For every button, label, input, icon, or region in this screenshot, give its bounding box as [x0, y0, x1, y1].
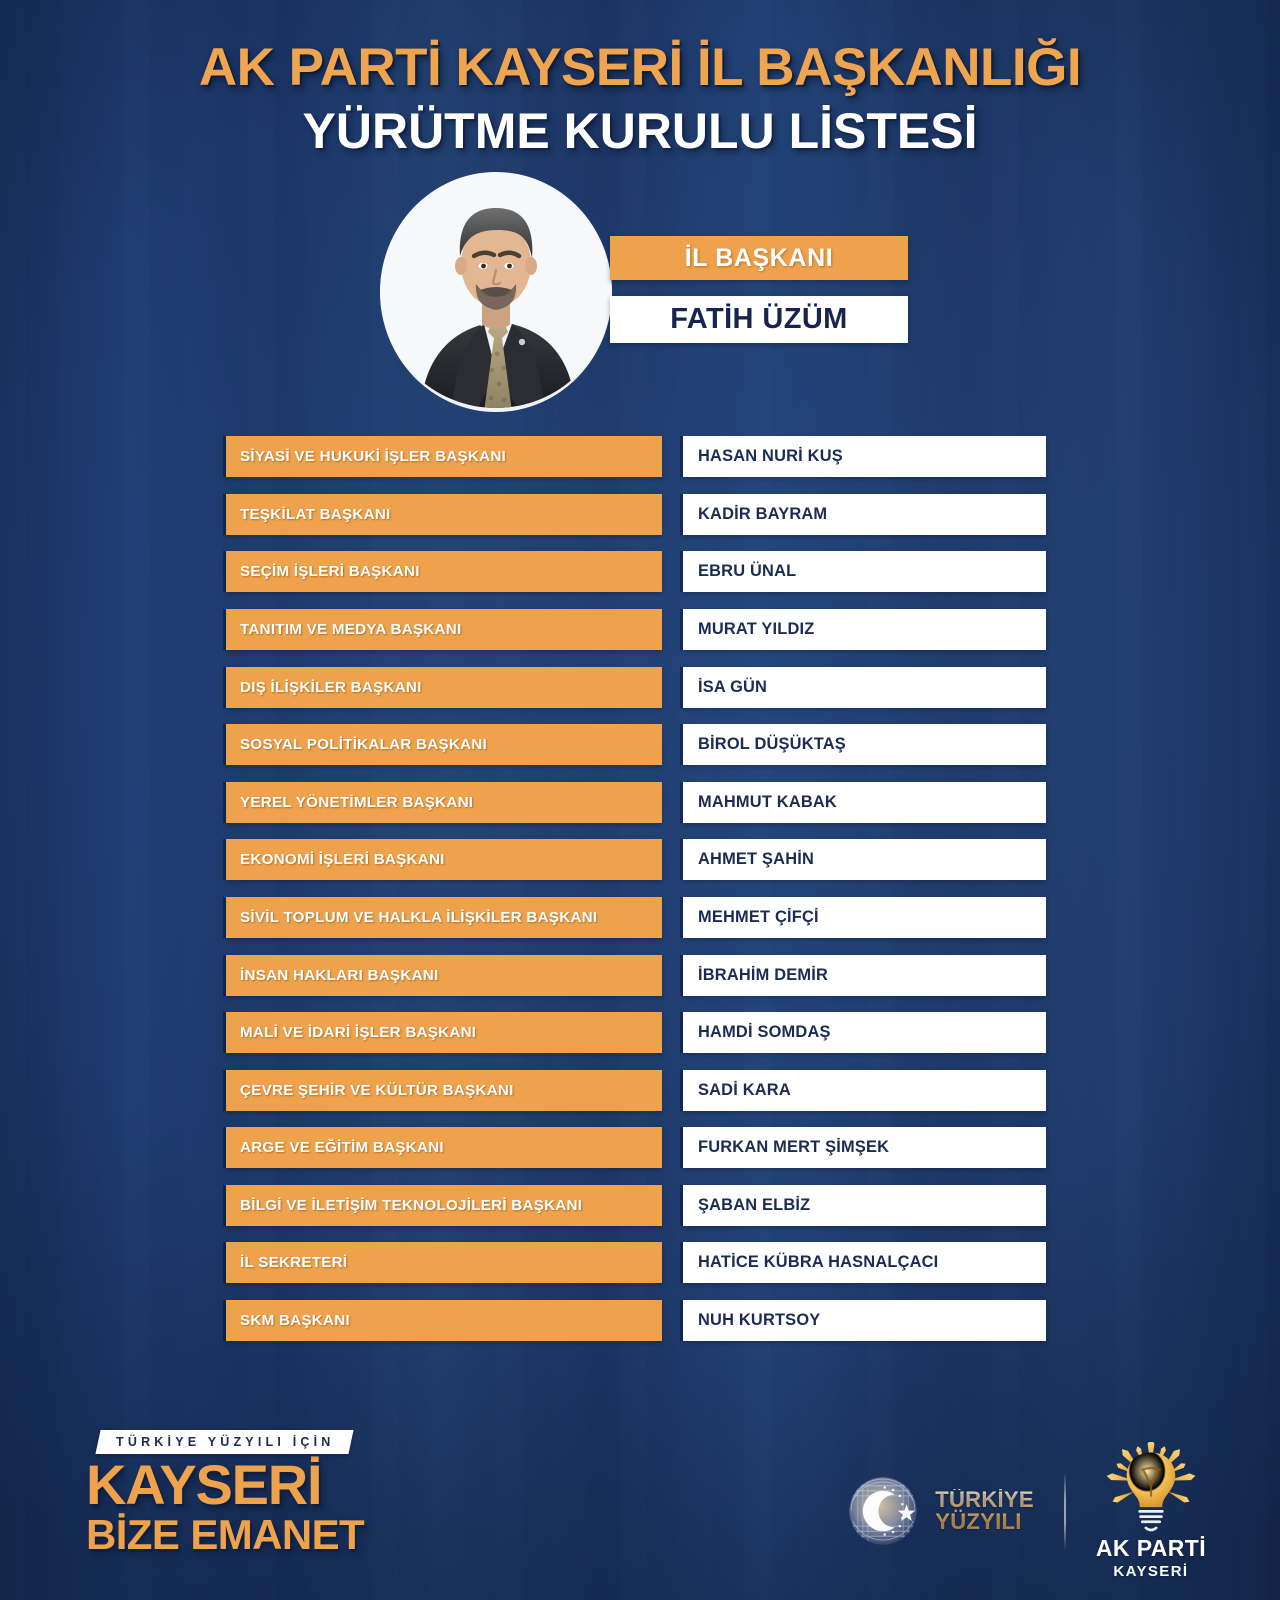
role-cell: EKONOMİ İŞLERİ BAŞKANI: [226, 839, 662, 881]
footer: TÜRKİYE YÜZYILI İÇİN KAYSERİ BİZE EMANET: [0, 1408, 1280, 1600]
role-cell: SİVİL TOPLUM VE HALKLA İLİŞKİLER BAŞKANI: [226, 896, 662, 938]
name-cell: EBRU ÜNAL: [683, 551, 1046, 593]
role-cell: İNSAN HAKLARI BAŞKANI: [226, 954, 662, 996]
campaign-slogan: TÜRKİYE YÜZYILI İÇİN KAYSERİ BİZE EMANET: [86, 1430, 365, 1558]
table-row: İL SEKRETERİ HATİCE KÜBRA HASNALÇACI: [226, 1242, 1280, 1284]
name-cell: MEHMET ÇİFÇİ: [683, 896, 1046, 938]
badge-gap: [610, 280, 908, 296]
avatar: [380, 172, 612, 413]
role-cell: İL SEKRETERİ: [226, 1242, 662, 1284]
name-cell: SADİ KARA: [683, 1069, 1046, 1111]
poster-content: AK PARTİ KAYSERİ İL BAŞKANLIĞI YÜRÜTME K…: [0, 0, 1280, 1342]
role-cell: YEREL YÖNETİMLER BAŞKANI: [226, 781, 662, 823]
name-cell: İSA GÜN: [683, 666, 1046, 708]
slogan-city: KAYSERİ: [86, 1453, 323, 1516]
leader-badges: İL BAŞKANI FATİH ÜZÜM: [610, 236, 908, 344]
logo-divider: [1063, 1472, 1066, 1550]
yuzyili-line: YÜZYILI: [935, 1509, 1022, 1534]
name-cell: BİROL DÜŞÜKTAŞ: [683, 724, 1046, 766]
slogan-tag-text: TÜRKİYE YÜZYILI İÇİN: [116, 1435, 335, 1449]
role-cell: ÇEVRE ŞEHİR VE KÜLTÜR BAŞKANI: [226, 1069, 662, 1111]
role-cell: SEÇİM İŞLERİ BAŞKANI: [226, 551, 662, 593]
role-cell: SİYASİ VE HUKUKİ İŞLER BAŞKANI: [226, 436, 662, 478]
table-row: BİLGİ VE İLETİŞİM TEKNOLOJİLERİ BAŞKANI Ş…: [226, 1184, 1280, 1226]
table-row: SOSYAL POLİTİKALAR BAŞKANI BİROL DÜŞÜKTAŞ: [226, 724, 1280, 766]
name-cell: HAMDİ SOMDAŞ: [683, 1012, 1046, 1054]
turkiye-line: TÜRKİYE: [935, 1486, 1034, 1512]
name-cell: HATİCE KÜBRA HASNALÇACI: [683, 1242, 1046, 1284]
name-cell: NUH KURTSOY: [683, 1300, 1046, 1342]
table-row: ARGE VE EĞİTİM BAŞKANI FURKAN MERT ŞİMŞEK: [226, 1127, 1280, 1169]
table-row: SİVİL TOPLUM VE HALKLA İLİŞKİLER BAŞKANI…: [226, 896, 1280, 938]
headline: AK PARTİ KAYSERİ İL BAŞKANLIĞI YÜRÜTME K…: [0, 0, 1280, 158]
ak-parti-logo: AK PARTİ KAYSERİ: [1096, 1442, 1206, 1580]
table-row: MALİ VE İDARİ İŞLER BAŞKANI HAMDİ SOMDAŞ: [226, 1012, 1280, 1054]
name-cell: AHMET ŞAHİN: [683, 839, 1046, 881]
table-row: EKONOMİ İŞLERİ BAŞKANI AHMET ŞAHİN: [226, 839, 1280, 881]
table-row: ÇEVRE ŞEHİR VE KÜLTÜR BAŞKANI SADİ KARA: [226, 1069, 1280, 1111]
lightbulb-icon: [1106, 1442, 1196, 1532]
role-cell: DIŞ İLİŞKİLER BAŞKANI: [226, 666, 662, 708]
page-title-main: AK PARTİ KAYSERİ İL BAŞKANLIĞI: [198, 38, 1082, 97]
role-cell: MALİ VE İDARİ İŞLER BAŞKANI: [226, 1012, 662, 1054]
name-cell: ŞABAN ELBİZ: [683, 1184, 1046, 1226]
crescent-star-icon: [849, 1477, 917, 1545]
name-cell: FURKAN MERT ŞİMŞEK: [683, 1127, 1046, 1169]
name-cell: HASAN NURİ KUŞ: [683, 436, 1046, 478]
portrait-illustration: [380, 176, 612, 409]
table-row: SİYASİ VE HUKUKİ İŞLER BAŞKANI HASAN NURİ…: [226, 436, 1280, 478]
role-cell: BİLGİ VE İLETİŞİM TEKNOLOJİLERİ BAŞKANI: [226, 1184, 662, 1226]
turkiye-yuzyili-logo: TÜRKİYE YÜZYILI: [841, 1469, 1034, 1553]
table-row: DIŞ İLİŞKİLER BAŞKANI İSA GÜN: [226, 666, 1280, 708]
page-title-sub: YÜRÜTME KURULU LİSTESİ: [302, 103, 978, 160]
table-row: YEREL YÖNETİMLER BAŞKANI MAHMUT KABAK: [226, 781, 1280, 823]
name-cell: İBRAHİM DEMİR: [683, 954, 1046, 996]
role-cell: TANITIM VE MEDYA BAŞKANI: [226, 608, 662, 650]
table-row: TANITIM VE MEDYA BAŞKANI MURAT YILDIZ: [226, 608, 1280, 650]
role-cell: TEŞKİLAT BAŞKANI: [226, 493, 662, 535]
name-cell: KADİR BAYRAM: [683, 493, 1046, 535]
name-cell: MURAT YILDIZ: [683, 608, 1046, 650]
ak-parti-wordmark: AK PARTİ: [1095, 1535, 1206, 1561]
role-cell: ARGE VE EĞİTİM BAŞKANI: [226, 1127, 662, 1169]
turkiye-yuzyili-wordmark: TÜRKİYE YÜZYILI: [935, 1486, 1034, 1534]
footer-logos: TÜRKİYE YÜZYILI: [841, 1442, 1206, 1580]
leader-block: İL BAŞKANI FATİH ÜZÜM: [0, 164, 1280, 426]
leader-name-badge: FATİH ÜZÜM: [610, 296, 908, 344]
table-row: SEÇİM İŞLERİ BAŞKANI EBRU ÜNAL: [226, 551, 1280, 593]
ak-parti-city: KAYSERİ: [1113, 1563, 1189, 1580]
table-row: İNSAN HAKLARI BAŞKANI İBRAHİM DEMİR: [226, 954, 1280, 996]
role-cell: SKM BAŞKANI: [226, 1300, 662, 1342]
table-row: TEŞKİLAT BAŞKANI KADİR BAYRAM: [226, 493, 1280, 535]
name-cell: MAHMUT KABAK: [683, 781, 1046, 823]
slogan-phrase: BİZE EMANET: [86, 1510, 365, 1558]
leader-role-badge: İL BAŞKANI: [610, 236, 908, 281]
slogan-tag: TÜRKİYE YÜZYILI İÇİN: [95, 1430, 354, 1454]
table-row: SKM BAŞKANI NUH KURTSOY: [226, 1300, 1280, 1342]
role-cell: SOSYAL POLİTİKALAR BAŞKANI: [226, 724, 662, 766]
committee-table: SİYASİ VE HUKUKİ İŞLER BAŞKANI HASAN NURİ…: [0, 436, 1280, 1342]
